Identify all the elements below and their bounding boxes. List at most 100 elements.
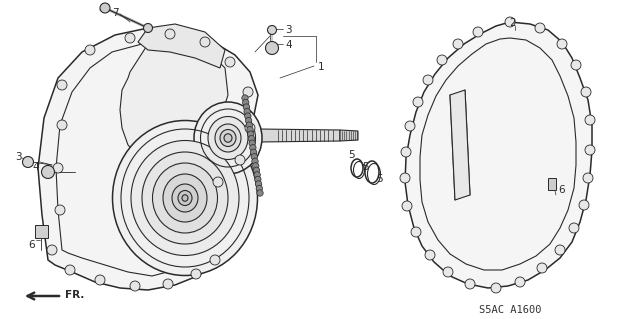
Circle shape bbox=[85, 45, 95, 55]
Text: S5AC A1600: S5AC A1600 bbox=[479, 305, 541, 315]
Circle shape bbox=[250, 149, 257, 155]
Circle shape bbox=[165, 29, 175, 39]
Text: 4: 4 bbox=[285, 40, 292, 50]
Circle shape bbox=[57, 120, 67, 130]
Polygon shape bbox=[38, 28, 258, 290]
Circle shape bbox=[581, 87, 591, 97]
Circle shape bbox=[423, 75, 433, 85]
Circle shape bbox=[225, 57, 235, 67]
Circle shape bbox=[255, 181, 262, 187]
Text: 3: 3 bbox=[15, 152, 22, 162]
Circle shape bbox=[47, 245, 57, 255]
Circle shape bbox=[557, 39, 567, 49]
Ellipse shape bbox=[113, 121, 257, 276]
Circle shape bbox=[53, 163, 63, 173]
Text: 2: 2 bbox=[509, 18, 516, 28]
Circle shape bbox=[249, 140, 255, 146]
Ellipse shape bbox=[220, 130, 236, 146]
Circle shape bbox=[453, 39, 463, 49]
Text: 3: 3 bbox=[285, 25, 292, 35]
Ellipse shape bbox=[194, 102, 262, 174]
Circle shape bbox=[491, 283, 501, 293]
Text: 6: 6 bbox=[558, 185, 564, 195]
Circle shape bbox=[57, 80, 67, 90]
Ellipse shape bbox=[215, 124, 241, 152]
Circle shape bbox=[250, 145, 256, 151]
Text: 6: 6 bbox=[28, 240, 35, 250]
Circle shape bbox=[555, 245, 565, 255]
Circle shape bbox=[191, 269, 201, 279]
Text: FR.: FR. bbox=[65, 290, 84, 300]
Circle shape bbox=[443, 267, 453, 277]
Polygon shape bbox=[35, 225, 48, 238]
Circle shape bbox=[402, 201, 412, 211]
Circle shape bbox=[255, 176, 261, 183]
Polygon shape bbox=[340, 130, 358, 141]
Circle shape bbox=[213, 177, 223, 187]
Circle shape bbox=[585, 145, 595, 155]
Text: 7: 7 bbox=[112, 8, 118, 18]
Circle shape bbox=[425, 250, 435, 260]
Circle shape bbox=[248, 131, 254, 137]
Circle shape bbox=[515, 277, 525, 287]
Circle shape bbox=[42, 166, 54, 179]
Circle shape bbox=[400, 173, 410, 183]
Circle shape bbox=[100, 3, 110, 13]
Circle shape bbox=[22, 157, 33, 167]
Circle shape bbox=[65, 265, 75, 275]
Circle shape bbox=[254, 172, 260, 178]
Circle shape bbox=[401, 147, 411, 157]
Circle shape bbox=[243, 104, 250, 110]
Circle shape bbox=[244, 113, 251, 119]
Circle shape bbox=[465, 279, 475, 289]
Circle shape bbox=[130, 281, 140, 291]
Ellipse shape bbox=[182, 195, 188, 201]
Ellipse shape bbox=[143, 24, 152, 33]
Ellipse shape bbox=[172, 184, 198, 212]
Circle shape bbox=[256, 185, 262, 192]
Polygon shape bbox=[258, 129, 340, 142]
Circle shape bbox=[413, 97, 423, 107]
Ellipse shape bbox=[152, 163, 218, 233]
Circle shape bbox=[579, 200, 589, 210]
Circle shape bbox=[163, 279, 173, 289]
Circle shape bbox=[411, 227, 421, 237]
Circle shape bbox=[243, 99, 249, 106]
Text: 1: 1 bbox=[318, 62, 324, 72]
Circle shape bbox=[253, 163, 259, 169]
Circle shape bbox=[245, 123, 255, 133]
Circle shape bbox=[125, 33, 135, 43]
Polygon shape bbox=[138, 24, 225, 68]
Circle shape bbox=[242, 95, 248, 101]
Circle shape bbox=[505, 17, 515, 27]
Circle shape bbox=[266, 41, 278, 55]
Circle shape bbox=[437, 55, 447, 65]
Text: 5: 5 bbox=[348, 150, 355, 160]
Circle shape bbox=[537, 263, 547, 273]
Circle shape bbox=[253, 167, 260, 174]
Circle shape bbox=[235, 155, 245, 165]
Polygon shape bbox=[405, 22, 592, 288]
Circle shape bbox=[569, 223, 579, 233]
Ellipse shape bbox=[224, 134, 232, 142]
Circle shape bbox=[571, 60, 581, 70]
Circle shape bbox=[405, 121, 415, 131]
Circle shape bbox=[252, 158, 258, 165]
Polygon shape bbox=[120, 38, 228, 168]
Circle shape bbox=[244, 108, 250, 115]
Ellipse shape bbox=[131, 140, 239, 256]
Ellipse shape bbox=[178, 190, 192, 205]
Circle shape bbox=[248, 136, 255, 142]
Circle shape bbox=[55, 205, 65, 215]
Polygon shape bbox=[450, 90, 470, 200]
Circle shape bbox=[200, 37, 210, 47]
Circle shape bbox=[246, 122, 253, 128]
Circle shape bbox=[243, 87, 253, 97]
Circle shape bbox=[257, 190, 263, 196]
Text: 5: 5 bbox=[362, 162, 369, 172]
Polygon shape bbox=[548, 178, 556, 190]
Circle shape bbox=[583, 173, 593, 183]
Circle shape bbox=[95, 275, 105, 285]
Circle shape bbox=[245, 117, 252, 124]
Ellipse shape bbox=[163, 174, 207, 222]
